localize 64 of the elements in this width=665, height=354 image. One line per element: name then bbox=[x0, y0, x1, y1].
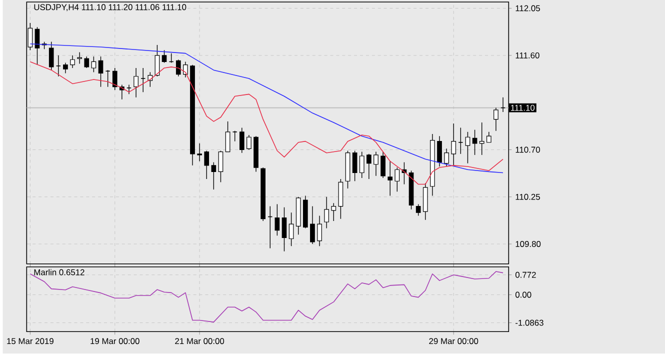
candlestick bbox=[218, 150, 224, 183]
candlestick bbox=[134, 68, 138, 98]
candlestick bbox=[451, 123, 456, 166]
candlestick bbox=[494, 108, 498, 132]
y-tick-label: 110.25 bbox=[516, 194, 540, 200]
candlestick bbox=[176, 59, 181, 77]
x-tick-label: 21 Mar 00:00 bbox=[175, 338, 224, 344]
candlestick bbox=[56, 55, 61, 77]
candlestick bbox=[34, 27, 40, 66]
chart-title: USDJPY,H4 111.10 111.20 111.06 111.10 bbox=[34, 4, 186, 12]
candlestick bbox=[98, 56, 104, 88]
candlestick bbox=[310, 206, 315, 245]
x-tick-label: 29 Mar 00:00 bbox=[429, 338, 478, 344]
candlestick bbox=[126, 84, 132, 95]
candlestick bbox=[366, 154, 372, 180]
y-tick-label: 0.772 bbox=[515, 272, 536, 278]
candlestick bbox=[324, 196, 329, 229]
candlestick bbox=[465, 132, 470, 164]
candlestick bbox=[437, 136, 442, 168]
candlestick bbox=[225, 121, 230, 152]
candlestick bbox=[331, 203, 336, 222]
candlestick bbox=[274, 204, 280, 236]
candlestick bbox=[63, 62, 68, 74]
y-tick-label: 0.00 bbox=[515, 292, 532, 298]
candlestick bbox=[140, 68, 146, 93]
ref-line-label: 111.10 bbox=[510, 105, 535, 112]
candlestick bbox=[239, 128, 244, 154]
candlestick bbox=[204, 150, 210, 180]
candlestick bbox=[211, 162, 216, 190]
candlestick bbox=[444, 148, 449, 168]
candlestick bbox=[479, 122, 484, 156]
candlestick bbox=[232, 130, 238, 142]
line-series bbox=[30, 62, 504, 185]
candlestick bbox=[282, 207, 287, 252]
candlestick bbox=[288, 212, 294, 247]
candlestick bbox=[352, 150, 358, 182]
candlestick bbox=[416, 204, 421, 216]
candlestick bbox=[246, 134, 252, 150]
candlestick bbox=[317, 216, 322, 247]
y-tick-label: 110.70 bbox=[516, 146, 540, 153]
candlestick bbox=[70, 55, 75, 69]
line-series bbox=[30, 271, 504, 323]
y-tick-label: 112.05 bbox=[516, 6, 540, 12]
y-tick-label: -1.0863 bbox=[516, 320, 544, 326]
y-tick-label: 111.60 bbox=[516, 52, 540, 59]
candlestick bbox=[162, 50, 167, 64]
x-tick-label: 19 Mar 00:00 bbox=[90, 338, 140, 344]
candlestick bbox=[359, 152, 364, 179]
candlestick bbox=[380, 152, 386, 179]
y-tick-label: 109.80 bbox=[516, 241, 541, 248]
candlestick bbox=[48, 42, 54, 71]
candlestick bbox=[394, 167, 400, 192]
candlestick bbox=[84, 56, 90, 69]
candlestick bbox=[91, 56, 96, 73]
candlestick bbox=[458, 128, 464, 154]
candlestick bbox=[374, 152, 378, 176]
candlestick bbox=[197, 143, 202, 162]
candlestick bbox=[112, 68, 118, 91]
x-tick-label: 15 Mar 2019 bbox=[7, 338, 54, 344]
chart-title: Marlin 0.6512 bbox=[34, 269, 84, 276]
candlestick bbox=[77, 52, 82, 64]
candlestick bbox=[388, 161, 393, 196]
candlestick bbox=[183, 62, 188, 78]
candlestick bbox=[105, 70, 110, 88]
